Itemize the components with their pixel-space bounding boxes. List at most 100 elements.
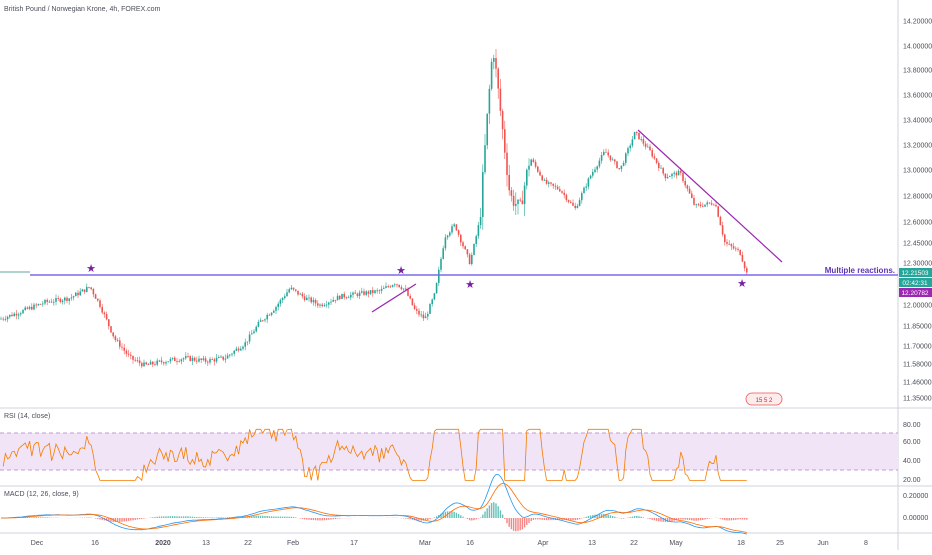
candle-body	[308, 298, 310, 299]
macd-histogram-bar	[641, 517, 642, 518]
candle-body	[478, 225, 480, 236]
candle-body	[645, 144, 647, 147]
candle-body	[152, 362, 154, 365]
price-tick-label: 13.20000	[903, 143, 932, 150]
candle-body	[379, 290, 381, 291]
macd-histogram-bar	[583, 517, 584, 518]
macd-histogram-bar	[586, 517, 587, 518]
macd-histogram-bar	[689, 518, 690, 520]
macd-histogram-bar	[99, 518, 100, 519]
macd-histogram-bar	[137, 518, 138, 519]
candle-body	[354, 293, 356, 294]
candle-body	[134, 360, 136, 361]
macd-histogram-bar	[498, 506, 499, 518]
candle-body	[390, 287, 392, 288]
macd-histogram-bar	[509, 518, 510, 527]
events-badge-text: 15 5 2	[756, 398, 773, 404]
candle-body	[121, 347, 123, 348]
candle-body	[297, 291, 299, 295]
macd-histogram-bar	[295, 517, 296, 518]
candle-body	[471, 255, 473, 264]
candle-body	[515, 204, 517, 206]
time-tick-label: 22	[630, 540, 638, 547]
macd-histogram-bar	[489, 505, 490, 518]
candle-body	[346, 297, 348, 298]
candle-body	[326, 305, 328, 306]
macd-histogram-bar	[495, 503, 496, 518]
macd-histogram-bar	[515, 518, 516, 531]
star-marker-4: ★	[737, 278, 747, 290]
candle-body	[480, 217, 482, 225]
candle-body	[385, 286, 387, 288]
candle-body	[123, 348, 125, 351]
candle-body	[218, 357, 220, 358]
candle-body	[266, 315, 268, 319]
candle-body	[271, 313, 273, 315]
macd-histogram-bar	[506, 518, 507, 523]
candle-body	[174, 358, 176, 361]
candle-body	[66, 298, 68, 301]
macd-histogram-bar	[293, 517, 294, 518]
macd-histogram-bar	[47, 517, 48, 518]
macd-histogram-bar	[324, 518, 325, 520]
macd-histogram-bar	[608, 515, 609, 518]
macd-histogram-bar	[267, 516, 268, 518]
macd-histogram-bar	[487, 508, 488, 518]
macd-tick-020: 0.20000	[903, 493, 928, 500]
candle-body	[27, 308, 29, 309]
candle-body	[20, 313, 22, 314]
macd-histogram-bar	[337, 518, 338, 519]
macd-histogram-bar	[535, 518, 536, 519]
price-tick-label: 12.45000	[903, 241, 932, 248]
candle-body	[62, 301, 64, 302]
candle-body	[601, 155, 603, 161]
macd-histogram-bar	[517, 518, 518, 531]
macd-histogram-bar	[42, 517, 43, 518]
candle-body	[643, 139, 645, 144]
macd-histogram-bar	[427, 518, 428, 520]
candle-body	[117, 340, 119, 341]
rsi-band	[0, 433, 898, 470]
candle-body	[469, 254, 471, 264]
candle-body	[398, 285, 400, 287]
candle-body	[207, 362, 209, 363]
candle-body	[651, 150, 653, 156]
candle-body	[163, 362, 165, 363]
macd-histogram-bar	[524, 518, 525, 527]
price-tick-label: 14.00000	[903, 44, 932, 51]
macd-histogram-bar	[726, 518, 727, 520]
candle-body	[706, 203, 708, 205]
macd-histogram-bar	[161, 516, 162, 518]
macd-histogram-bar	[196, 517, 197, 518]
macd-histogram-bar	[621, 518, 622, 519]
candle-body	[363, 291, 365, 295]
macd-histogram-bar	[280, 517, 281, 518]
candle-body	[420, 315, 422, 316]
candle-body	[11, 315, 13, 316]
macd-histogram-bar	[735, 518, 736, 520]
candle-body	[258, 322, 260, 327]
macd-histogram-bar	[154, 517, 155, 518]
candle-body	[425, 316, 427, 318]
candle-body	[489, 89, 491, 114]
candle-body	[128, 354, 130, 355]
candle-body	[0, 319, 2, 320]
candle-body	[185, 356, 187, 358]
macd-histogram-bar	[680, 518, 681, 519]
candle-body	[29, 307, 31, 309]
candle-body	[449, 232, 451, 235]
candle-body	[249, 334, 251, 341]
candle-body	[7, 317, 9, 319]
macd-histogram-bar	[484, 512, 485, 518]
candle-body	[401, 287, 403, 289]
macd-histogram-bar	[159, 517, 160, 518]
candle-body	[44, 300, 46, 304]
candle-body	[440, 259, 442, 270]
macd-histogram-bar	[480, 517, 481, 518]
macd-histogram-bar	[44, 517, 45, 518]
candle-body	[187, 356, 189, 357]
candle-body	[324, 305, 326, 306]
candle-body	[409, 296, 411, 299]
candle-body	[724, 234, 726, 242]
